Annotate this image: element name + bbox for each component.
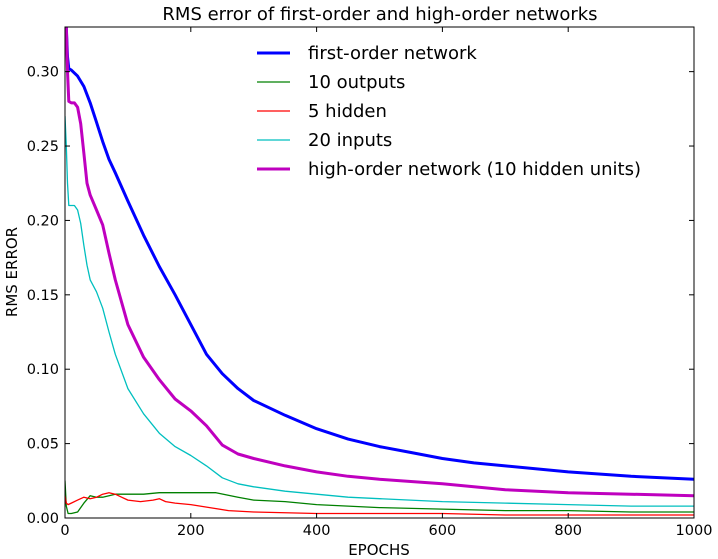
x-axis-label: EPOCHS <box>348 541 410 559</box>
y-tick-label: 0.20 <box>27 213 59 229</box>
y-tick-label: 0.05 <box>27 437 59 453</box>
y-tick-label: 0.15 <box>27 288 59 304</box>
chart-title: RMS error of first-order and high-order … <box>162 4 597 25</box>
tick-layer: 0 200 400 600 800 1000 0.00 0.05 0.10 0.15 0.20 0.2… <box>27 27 713 539</box>
y-tick-label: 0.00 <box>27 511 59 527</box>
series-line-3 <box>65 115 694 507</box>
x-tick-label: 400 <box>303 523 331 539</box>
legend-label-4: high-order network (10 hidden units) <box>308 159 641 180</box>
legend: first-order network 10 outputs 5 hidden 20 … <box>257 43 641 180</box>
legend-label-1: 10 outputs <box>308 72 405 93</box>
y-tick-label: 0.25 <box>27 139 59 155</box>
legend-label-2: 5 hidden <box>308 101 387 122</box>
x-tick-label: 0 <box>60 523 69 539</box>
x-tick-label: 600 <box>429 523 457 539</box>
series-line-4 <box>65 27 694 498</box>
x-tick-label: 1000 <box>676 523 713 539</box>
x-tick-label: 800 <box>554 523 582 539</box>
y-tick-label: 0.10 <box>27 362 59 378</box>
y-tick-label: 0.30 <box>27 65 59 81</box>
axes-frame <box>64 26 695 519</box>
plot-area: 0 200 400 600 800 1000 0.00 0.05 0.10 0.15 0.20 0.2… <box>27 26 713 539</box>
series-layer <box>65 27 694 516</box>
x-tick-label: 200 <box>177 523 205 539</box>
series-line-0 <box>65 27 694 481</box>
legend-label-0: first-order network <box>308 43 477 64</box>
y-axis-label: RMS ERROR <box>3 227 21 317</box>
series-line-2 <box>65 492 694 516</box>
series-line-1 <box>65 480 694 515</box>
legend-label-3: 20 inputs <box>308 130 392 151</box>
